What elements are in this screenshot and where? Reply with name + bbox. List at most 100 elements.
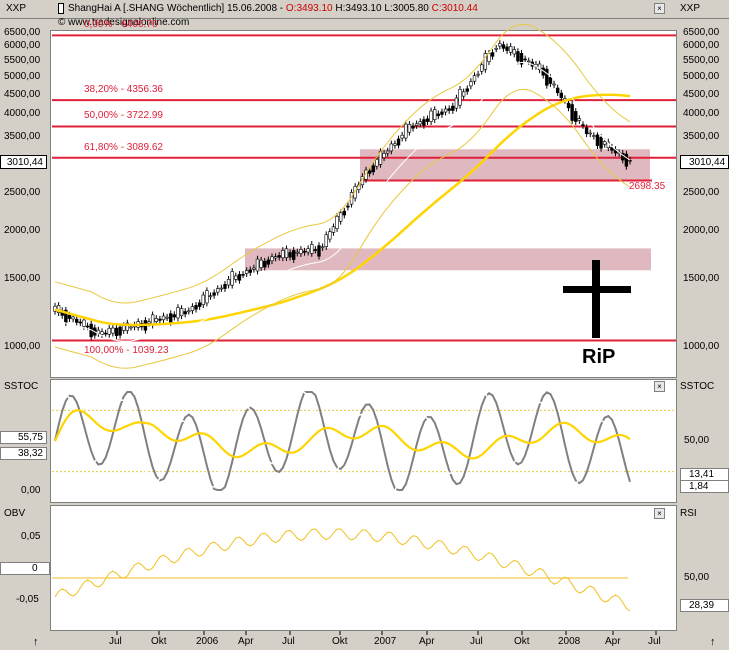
candle-body <box>584 127 589 134</box>
price-tick-left: 4000,00 <box>4 108 41 120</box>
scroll-up-left-icon[interactable]: ↑ <box>33 636 39 648</box>
candle-body <box>100 331 104 335</box>
candle-body <box>266 259 271 265</box>
chart-title: ShangHai A [.SHANG Wöchentlich] 15.06.20… <box>68 3 478 14</box>
rsi-right-badge: 28,39 <box>680 599 729 612</box>
candle-body <box>382 153 386 159</box>
candle-body <box>574 111 578 122</box>
sstoc-left-tick-1: 38,32 <box>17 448 43 459</box>
candle-body <box>234 275 238 280</box>
candle-body <box>82 319 86 327</box>
candle-body <box>422 119 426 126</box>
price-tick-right: 2500,00 <box>683 187 720 199</box>
candle-body <box>545 68 549 86</box>
candle-body <box>581 124 585 126</box>
candle-body <box>404 123 408 139</box>
close-value: C:3010.44 <box>431 3 478 14</box>
panel-close-icon[interactable]: × <box>654 3 665 14</box>
obv-zero-badge: 0 <box>0 562 50 575</box>
site-url[interactable]: www.tradesignalonline.com <box>68 17 190 28</box>
candle-body <box>610 146 614 151</box>
candle-body <box>118 326 122 336</box>
price-tick-right: 6500,00 <box>683 27 720 38</box>
candle-body <box>74 318 79 323</box>
candle-body <box>176 307 180 319</box>
candle-body <box>111 327 115 334</box>
candle-body <box>451 105 455 111</box>
candle-body <box>628 159 632 162</box>
price-tick-left: 6500,00 <box>4 27 41 38</box>
x-axis-label: Okt <box>151 636 167 647</box>
sstoc-label-right: SSTOC <box>680 381 715 392</box>
candle-body <box>490 52 495 57</box>
price-tick-left: 6000,00 <box>4 40 41 52</box>
candle-body <box>328 231 332 240</box>
candle-body <box>537 63 542 71</box>
open-value: O:3493.10 <box>285 3 333 14</box>
rsi-right-tick-0: 50,00 <box>684 572 710 583</box>
candle-body <box>440 111 444 115</box>
candle-body <box>483 53 488 70</box>
candle-body <box>158 318 162 321</box>
candle-body <box>476 73 480 76</box>
fib-label-0: 0,00% - 6406.76 <box>84 19 158 31</box>
x-axis-label: Jul <box>282 636 295 647</box>
candle-icon <box>58 3 64 14</box>
candle-body <box>161 315 166 321</box>
x-axis-label: Okt <box>332 636 348 647</box>
candle-body <box>263 260 267 268</box>
candle-body <box>396 138 401 146</box>
symbol-left: XXP <box>6 3 27 14</box>
candle-body <box>179 308 184 317</box>
rip-text: RiP <box>582 346 616 368</box>
x-axis-label: Apr <box>419 636 435 647</box>
title-prefix: ShangHai A [.SHANG Wöchentlich] 15.06.20… <box>68 3 286 14</box>
candle-body <box>299 249 303 254</box>
candle-body <box>187 310 191 313</box>
candle-body <box>577 118 582 121</box>
price-tick-right: 2000,00 <box>683 224 720 236</box>
candle-body <box>465 88 469 92</box>
candle-body <box>447 108 451 111</box>
candle-body <box>277 255 281 258</box>
candle-body <box>241 274 245 276</box>
x-axis-label: Apr <box>238 636 254 647</box>
sstoc-close-icon[interactable]: × <box>654 381 665 392</box>
candle-body <box>288 252 292 258</box>
candle-body <box>302 250 307 253</box>
sstoc-signal-line <box>53 409 631 460</box>
candle-body <box>505 46 509 51</box>
symbol-right: XXP <box>680 3 701 14</box>
candle-body <box>255 258 260 272</box>
rsi-label-right: RSI <box>680 508 697 519</box>
candle-body <box>230 271 234 286</box>
rsi-value-right: 28,39 <box>689 600 715 611</box>
candle-body <box>414 123 419 126</box>
candle-body <box>252 267 256 270</box>
candle-body <box>324 234 328 247</box>
candle-body <box>461 91 466 97</box>
candle-body <box>237 274 242 281</box>
candle-body <box>588 132 592 135</box>
obv-close-icon[interactable]: × <box>654 508 665 519</box>
candle-body <box>346 205 350 208</box>
scroll-up-right-icon[interactable]: ↑ <box>710 636 716 648</box>
x-axis-label: Okt <box>514 636 530 647</box>
price-tick-right: 4000,00 <box>683 108 720 120</box>
candle-body <box>71 316 75 320</box>
sstoc-fast-line <box>54 391 631 491</box>
candle-body <box>259 259 263 268</box>
candle-body <box>281 250 285 259</box>
candle-body <box>454 97 459 109</box>
x-axis-label: 2008 <box>558 636 581 647</box>
current-price-badge-left: 3010,44 <box>0 155 47 169</box>
candle-body <box>183 311 187 315</box>
high-value: H:3493.10 <box>335 3 382 14</box>
candle-body <box>386 150 390 154</box>
candle-body <box>621 153 625 161</box>
candle-body <box>273 256 278 259</box>
candle-body <box>570 104 574 121</box>
fib-label-4: 100,00% - 1039.23 <box>84 344 169 356</box>
current-price-left: 3010,44 <box>6 157 43 168</box>
price-tick-left: 2500,00 <box>4 187 41 199</box>
